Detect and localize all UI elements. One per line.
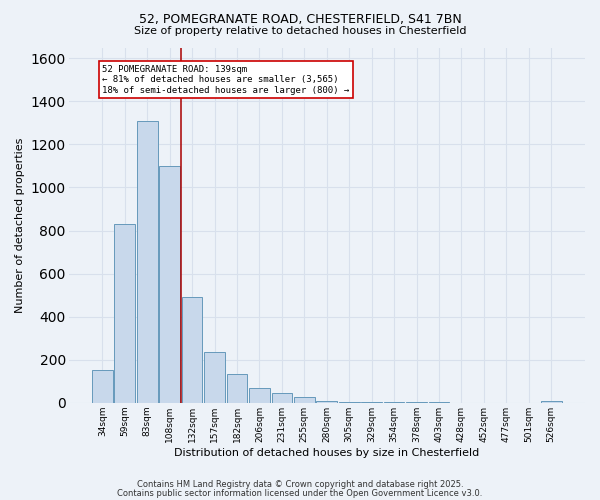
Text: Contains public sector information licensed under the Open Government Licence v3: Contains public sector information licen… [118, 488, 482, 498]
Y-axis label: Number of detached properties: Number of detached properties [15, 138, 25, 313]
Bar [384, 402, 404, 403]
Bar [249, 388, 270, 403]
Bar [160, 166, 180, 403]
Bar [92, 370, 113, 403]
Bar [137, 120, 158, 403]
Bar [204, 352, 225, 403]
X-axis label: Distribution of detached houses by size in Chesterfield: Distribution of detached houses by size … [174, 448, 479, 458]
Bar [272, 393, 292, 403]
Bar [339, 402, 359, 403]
Bar [115, 224, 135, 403]
Text: 52, POMEGRANATE ROAD, CHESTERFIELD, S41 7BN: 52, POMEGRANATE ROAD, CHESTERFIELD, S41 … [139, 12, 461, 26]
Bar [316, 400, 337, 403]
Text: Contains HM Land Registry data © Crown copyright and database right 2025.: Contains HM Land Registry data © Crown c… [137, 480, 463, 489]
Bar [182, 298, 202, 403]
Text: Size of property relative to detached houses in Chesterfield: Size of property relative to detached ho… [134, 26, 466, 36]
Bar [227, 374, 247, 403]
Bar [361, 402, 382, 403]
Bar [541, 400, 562, 403]
Text: 52 POMEGRANATE ROAD: 139sqm
← 81% of detached houses are smaller (3,565)
18% of : 52 POMEGRANATE ROAD: 139sqm ← 81% of det… [103, 64, 350, 94]
Bar [294, 398, 314, 403]
